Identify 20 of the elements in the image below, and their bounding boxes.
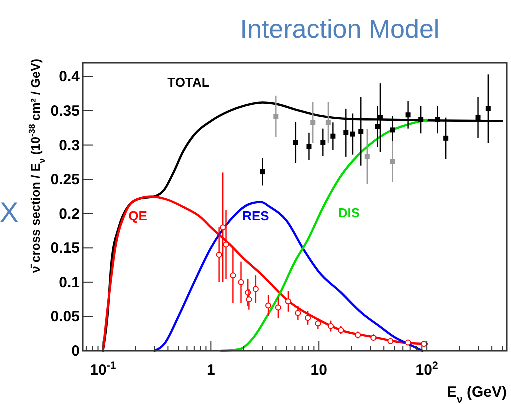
series-label: QE — [128, 208, 148, 224]
y-tick-label: 0.15 — [50, 240, 80, 258]
text: X — [0, 197, 19, 228]
x-tick-label: 10 — [310, 362, 328, 379]
y-tick-label: 0.4 — [59, 68, 81, 86]
x-axis-title: E$_{ν}$ (GeV) — [446, 384, 507, 404]
y-tick-label: 0.25 — [50, 172, 80, 189]
x-tick-label: 10$^{2}$ — [416, 360, 438, 379]
x-tick-label: 10$^{-1}$ — [90, 360, 116, 379]
series-label: DIS — [338, 205, 360, 220]
y-tick-label: 0.3 — [59, 137, 80, 154]
y-tick-label: 0.05 — [50, 308, 80, 326]
y-tick-label: 0.35 — [50, 103, 80, 120]
y-tick-label: 0.2 — [59, 206, 80, 223]
y-tick-label: 0 — [72, 343, 80, 360]
text: TOTAL — [168, 75, 210, 90]
series-label: RES — [242, 208, 270, 224]
x-tick-label: 1 — [206, 362, 216, 379]
y-tick-label: 0.1 — [59, 274, 80, 292]
chart-title: Interaction Model — [240, 14, 440, 44]
